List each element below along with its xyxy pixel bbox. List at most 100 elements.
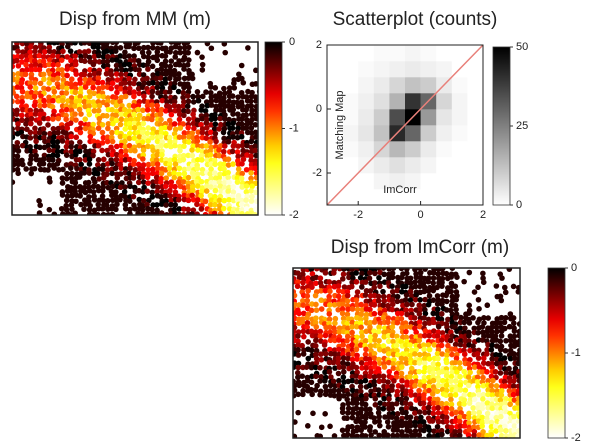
map-pixel: [176, 89, 182, 95]
map-pixel: [72, 216, 78, 222]
map-pixel: [385, 346, 391, 352]
map-pixel: [416, 369, 422, 375]
map-pixel: [521, 415, 527, 421]
map-pixel: [46, 80, 52, 86]
map-pixel: [185, 103, 191, 109]
map-pixel: [200, 62, 206, 68]
map-pixel: [372, 436, 378, 442]
heat-cell: [467, 61, 483, 77]
map-pixel: [322, 411, 328, 417]
map-pixel: [511, 284, 517, 290]
heat-cell: [436, 109, 452, 125]
map-pixel: [259, 95, 265, 101]
map-pixel: [68, 144, 74, 150]
map-pixel: [521, 405, 527, 411]
map-pixel: [372, 311, 378, 317]
map-pixel: [409, 302, 415, 308]
map-pixel: [108, 86, 114, 92]
heat-cell: [389, 45, 405, 61]
map-pixel: [110, 80, 116, 86]
map-pixel: [208, 152, 214, 158]
map-pixel: [412, 383, 418, 389]
map-pixel: [78, 162, 84, 168]
chart-title: Scatterplot (counts): [333, 9, 498, 30]
map-pixel: [163, 175, 169, 181]
map-pixel: [444, 383, 450, 389]
map-pixel: [105, 139, 111, 145]
map-pixel: [73, 152, 79, 158]
map-pixel: [92, 216, 98, 222]
map-pixel: [59, 206, 65, 212]
map-pixel: [150, 148, 156, 154]
map-pixel: [489, 432, 495, 438]
map-pixel: [318, 333, 324, 339]
map-pixel: [178, 125, 184, 131]
map-pixel: [435, 356, 441, 362]
heat-cell: [452, 77, 468, 93]
map-pixel: [399, 311, 405, 317]
map-pixel: [323, 270, 329, 276]
map-pixel: [82, 72, 88, 78]
map-pixel: [141, 147, 147, 153]
heat-cell: [389, 77, 405, 93]
map-pixel: [345, 432, 351, 438]
map-pixel: [45, 116, 51, 122]
map-pixel: [430, 280, 436, 286]
map-pixel: [14, 111, 20, 117]
map-pixel: [354, 401, 360, 407]
map-pixel: [64, 198, 70, 204]
x-axis-label: ImCorr: [383, 184, 417, 196]
map-pixel: [59, 57, 65, 63]
map-pixel: [248, 188, 254, 194]
map-pixel: [140, 166, 146, 172]
map-pixel: [196, 98, 202, 104]
map-pixel: [95, 171, 101, 177]
map-pixel: [417, 352, 423, 358]
map-pixel: [64, 171, 70, 177]
heat-cell: [374, 61, 390, 77]
map-pixel: [41, 161, 47, 167]
map-pixel: [200, 67, 206, 73]
map-pixel: [171, 85, 177, 91]
heat-cell: [405, 93, 421, 109]
map-pixel: [185, 109, 191, 115]
map-pixel: [16, 63, 22, 69]
heat-cell: [389, 61, 405, 77]
heat-cell: [389, 157, 405, 173]
map-pixel: [186, 57, 192, 63]
map-pixel: [372, 396, 378, 402]
map-pixel: [498, 427, 504, 433]
map-pixel: [114, 90, 120, 96]
map-pixel: [60, 211, 66, 217]
map-pixel: [313, 293, 319, 299]
map-pixel: [78, 202, 84, 208]
map-pixel: [421, 400, 427, 406]
map-pixel: [163, 80, 169, 86]
map-pixel: [243, 107, 249, 113]
map-pixel: [140, 156, 146, 162]
map-pixel: [331, 388, 337, 394]
map-pixel: [141, 93, 147, 99]
map-pixel: [327, 302, 333, 308]
map-pixel: [458, 387, 464, 393]
map-pixel: [185, 50, 191, 56]
map-pixel: [176, 171, 182, 177]
map-pixel: [386, 351, 392, 357]
map-pixel: [64, 152, 70, 158]
map-pixel: [42, 49, 48, 55]
map-pixel: [87, 161, 93, 167]
map-pixel: [449, 406, 455, 412]
map-pixel: [448, 338, 454, 344]
map-pixel: [145, 66, 151, 72]
heat-cell: [358, 141, 374, 157]
map-pixel: [239, 134, 245, 140]
heat-cell: [436, 141, 452, 157]
heat-cell: [452, 125, 468, 141]
map-pixel: [299, 373, 305, 379]
map-pixel: [127, 166, 133, 172]
map-pixel: [431, 378, 437, 384]
map-pixel: [448, 289, 454, 295]
map-pixel: [100, 130, 106, 136]
map-pixel: [493, 369, 499, 375]
map-pixel: [390, 274, 396, 280]
